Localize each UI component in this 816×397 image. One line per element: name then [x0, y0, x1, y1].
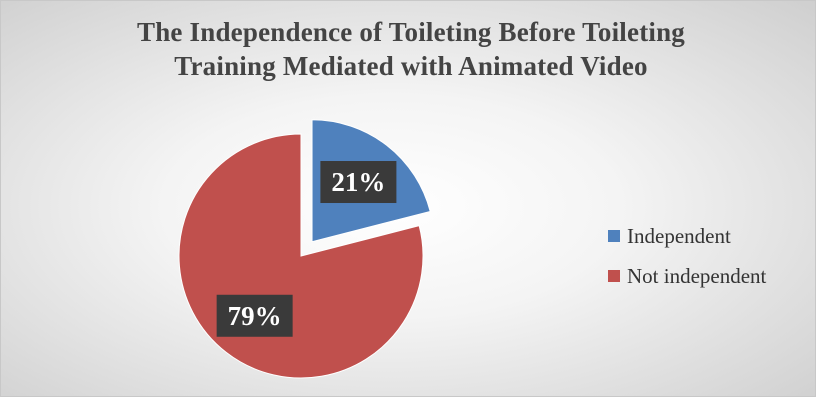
data-label-text-not-independent: 79% — [228, 301, 282, 331]
data-label-text-independent: 21% — [331, 167, 385, 197]
legend-swatch-not-independent — [608, 270, 620, 282]
data-label-box-independent — [320, 161, 397, 204]
chart-title: The Independence of Toileting Before Toi… — [41, 15, 781, 83]
legend: Independent Not independent — [608, 223, 766, 303]
legend-label-not-independent: Not independent — [627, 263, 767, 288]
data-label-independent: 21% — [320, 161, 397, 204]
legend-swatch-independent — [608, 230, 620, 242]
data-label-not-independent: 79% — [216, 294, 293, 337]
legend-item-independent: Independent — [608, 223, 766, 249]
chart-title-line-2: Training Mediated with Animated Video — [174, 51, 648, 81]
legend-label-independent: Independent — [627, 223, 731, 248]
legend-item-not-independent: Not independent — [608, 263, 766, 289]
data-label-box-not-independent — [216, 294, 293, 337]
chart-title-line-1: The Independence of Toileting Before Toi… — [136, 17, 685, 47]
